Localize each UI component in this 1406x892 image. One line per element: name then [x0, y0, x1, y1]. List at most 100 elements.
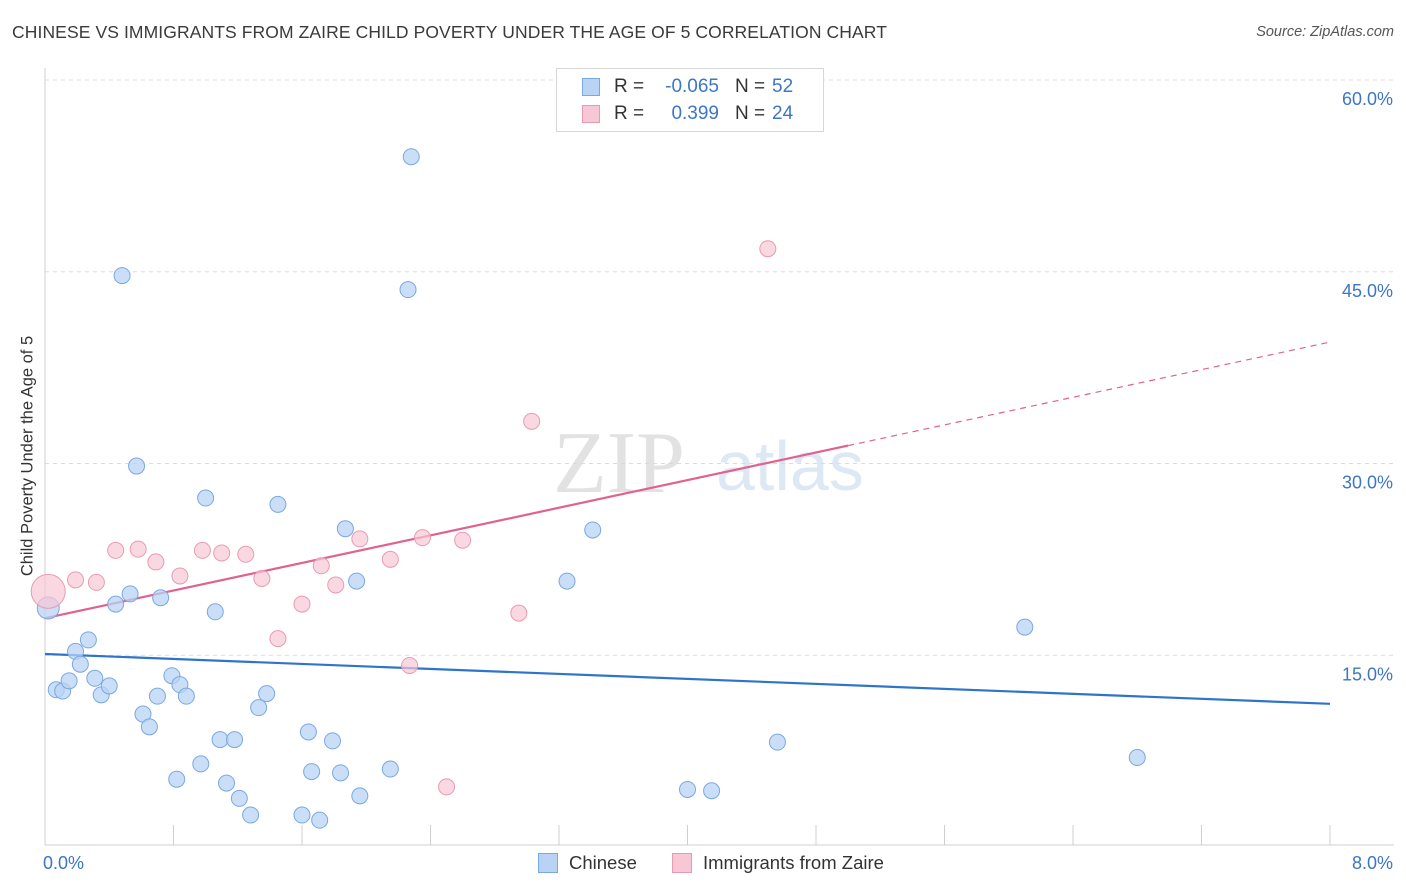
data-point-zaire: [147, 553, 165, 571]
data-point-zaire: [67, 571, 85, 589]
data-point-chinese: [584, 521, 602, 539]
trendline-chinese: [44, 652, 1331, 705]
data-point-zaire: [454, 531, 472, 549]
y-tick-label: 45.0%: [1342, 281, 1393, 301]
r-value: 0.399: [671, 103, 719, 124]
trend-layer: [44, 341, 1331, 705]
chart-source: Source: ZipAtlas.com: [1256, 24, 1394, 40]
data-point-chinese: [121, 585, 139, 603]
data-point-zaire: [30, 573, 66, 609]
data-point-zaire: [237, 545, 255, 563]
data-point-chinese: [351, 787, 369, 805]
data-point-chinese: [768, 733, 786, 751]
data-point-chinese: [192, 755, 210, 773]
data-point-chinese: [168, 770, 186, 788]
data-point-chinese: [269, 495, 287, 513]
data-point-zaire: [523, 412, 541, 430]
trendline-zaire-extension: [847, 341, 1331, 447]
x-tick-label: 0.0%: [43, 853, 84, 873]
data-point-zaire: [413, 529, 431, 547]
watermark-zip: ZIP: [553, 415, 685, 512]
data-point-chinese: [60, 672, 78, 690]
data-point-chinese: [299, 723, 317, 741]
data-point-chinese: [402, 148, 420, 166]
data-point-chinese: [79, 631, 97, 649]
legend-label-chinese: Chinese: [569, 852, 637, 873]
data-point-chinese: [303, 763, 321, 781]
stats-row-chinese: R = -0.065 N = 52: [557, 74, 823, 100]
data-point-chinese: [140, 718, 158, 736]
y-tick-label: 30.0%: [1342, 473, 1393, 493]
r-value: -0.065: [665, 76, 719, 97]
data-point-chinese: [558, 572, 576, 590]
data-point-chinese: [703, 782, 721, 800]
data-point-zaire: [129, 540, 147, 558]
data-point-chinese: [128, 457, 146, 475]
watermark-atlas: atlas: [716, 427, 864, 505]
data-point-chinese: [107, 595, 125, 613]
trendline-zaire: [44, 444, 849, 620]
data-point-chinese: [293, 806, 311, 824]
data-point-chinese: [152, 589, 170, 607]
data-point-chinese: [230, 789, 248, 807]
n-value: 52: [772, 76, 794, 97]
data-point-chinese: [86, 669, 104, 687]
data-point-zaire: [269, 630, 287, 648]
r-label: R =: [614, 103, 645, 124]
stats-row-zaire: R = 0.399 N = 24: [557, 101, 823, 127]
y-tick-label: 15.0%: [1342, 664, 1393, 684]
data-point-zaire: [107, 541, 125, 559]
y-tick-label: 60.0%: [1342, 89, 1393, 109]
data-point-zaire: [381, 550, 399, 568]
data-point-chinese: [226, 731, 244, 749]
grid-layer: [45, 79, 1394, 656]
n-value: 24: [772, 103, 794, 124]
axis-layer: [44, 68, 1394, 846]
chinese-swatch: [582, 78, 600, 96]
data-point-zaire: [193, 541, 211, 559]
data-point-chinese: [197, 489, 215, 507]
legend: Chinese Immigrants from Zaire: [0, 852, 1406, 878]
x-tick-label: 8.0%: [1352, 853, 1393, 873]
data-point-chinese: [332, 764, 350, 782]
data-point-chinese: [311, 811, 329, 829]
data-point-zaire: [171, 567, 189, 585]
legend-label-zaire: Immigrants from Zaire: [703, 852, 884, 873]
data-point-chinese: [250, 699, 268, 717]
data-point-zaire: [351, 530, 369, 548]
data-point-chinese: [679, 780, 696, 798]
data-point-chinese: [258, 685, 276, 703]
data-point-chinese: [381, 760, 399, 778]
data-point-zaire: [327, 576, 345, 594]
data-point-chinese: [348, 572, 366, 590]
data-point-chinese: [1016, 618, 1034, 636]
legend-swatch-chinese: [538, 853, 558, 873]
data-point-chinese: [177, 687, 195, 705]
data-point-chinese: [206, 603, 224, 621]
data-point-chinese: [399, 281, 417, 299]
data-point-chinese: [100, 677, 118, 695]
stats-box: R = -0.065 N = 52 R = 0.399 N = 24: [556, 68, 824, 132]
data-point-chinese: [148, 687, 166, 705]
data-point-zaire: [438, 778, 456, 796]
data-point-zaire: [510, 604, 528, 622]
r-label: R =: [614, 76, 645, 97]
data-point-zaire: [87, 573, 105, 591]
data-point-chinese: [113, 267, 131, 285]
data-point-chinese: [71, 655, 89, 673]
data-point-chinese: [211, 731, 229, 749]
data-point-zaire: [213, 544, 231, 562]
data-point-zaire: [312, 557, 330, 575]
data-point-chinese: [1128, 749, 1146, 767]
data-point-chinese: [336, 520, 354, 538]
point-layer: [30, 148, 1146, 829]
data-point-chinese: [242, 806, 260, 824]
n-label: N =: [735, 76, 766, 97]
zaire-swatch: [582, 105, 600, 123]
label-layer: 15.0% 30.0% 45.0% 60.0% 0.0% 8.0%: [43, 89, 1393, 873]
data-point-chinese: [324, 732, 342, 750]
data-point-zaire: [401, 656, 419, 674]
data-point-zaire: [293, 595, 311, 613]
data-point-chinese: [218, 774, 236, 792]
